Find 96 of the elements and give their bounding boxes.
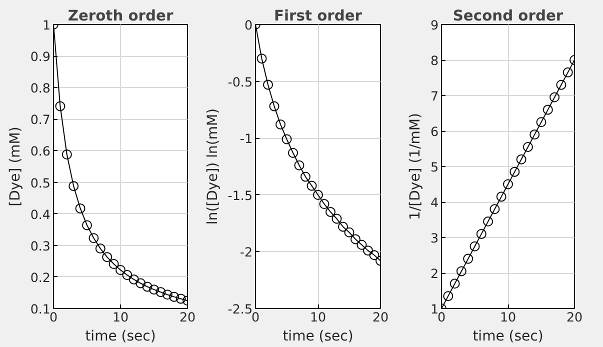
point (256, 54, 267, 64)
point (108, 259, 119, 269)
y-tick-label: 0.2 (30, 270, 51, 285)
point (142, 282, 152, 292)
point (562, 67, 573, 78)
y-tick-label: 3 (430, 230, 439, 246)
point (169, 292, 180, 302)
y-tick-label: 0.6 (30, 144, 51, 159)
chart-title: First order (274, 8, 363, 24)
x-axis-title: time (sec) (85, 328, 156, 344)
y-tick-label: 5 (430, 160, 439, 174)
point (75, 203, 86, 214)
x-tick-label: 10 (500, 310, 516, 324)
point (294, 160, 304, 170)
point (88, 233, 99, 244)
point (55, 101, 66, 112)
point (503, 179, 513, 190)
point (463, 254, 474, 264)
point (128, 274, 139, 284)
y-tick-label: 1 (430, 302, 439, 316)
y-tick-label: 1 (42, 18, 51, 32)
point (326, 206, 336, 217)
point (319, 198, 330, 209)
chart-title: Zeroth order (68, 8, 174, 24)
point (470, 241, 480, 252)
y-tick-label: 4 (430, 195, 439, 210)
y-tick-label: 0.4 (30, 206, 51, 222)
y-tick-label: 0 (244, 18, 253, 32)
point (102, 252, 112, 262)
point (496, 192, 506, 202)
chart-title: Second order (452, 8, 564, 24)
point (450, 278, 460, 289)
point (350, 234, 360, 244)
point (68, 181, 79, 192)
point (116, 265, 126, 275)
point (263, 80, 273, 90)
point (282, 134, 292, 144)
y-tick-label: 0.7 (30, 112, 51, 128)
y-tick-label: 7 (430, 88, 439, 104)
x-tick-label: 10 (310, 310, 326, 324)
point (556, 80, 566, 90)
y-tick-label: 0.5 (30, 175, 51, 190)
point (483, 216, 494, 227)
y-tick-label: 9 (430, 18, 439, 32)
point (149, 284, 159, 295)
point (62, 150, 72, 160)
point (332, 214, 342, 224)
x-axis-title: time (sec) (282, 328, 354, 344)
point (82, 220, 92, 230)
y-axis-title: 1/[Dye] (1/mM) (407, 113, 424, 220)
point (369, 250, 380, 260)
point (356, 240, 367, 250)
x-tick-label: 10 (112, 310, 129, 324)
point (276, 119, 286, 130)
y-tick-label: -2 (240, 244, 253, 260)
point (162, 290, 172, 300)
y-axis-title: ln([Dye]) ln(mM) (204, 108, 221, 225)
point (269, 101, 280, 112)
x-axis-title: time (sec) (472, 328, 544, 344)
point (516, 154, 526, 164)
point (443, 291, 454, 302)
point (363, 246, 373, 256)
point (300, 172, 310, 182)
y-tick-label: -1.5 (228, 188, 253, 203)
y-tick-label: -2.5 (228, 302, 253, 316)
point (338, 222, 348, 232)
point (136, 278, 146, 288)
y-tick-label: -1 (240, 131, 253, 146)
point (156, 287, 166, 298)
point (530, 130, 540, 140)
point (550, 92, 560, 102)
y-tick-label: 8 (430, 53, 439, 68)
point (510, 166, 520, 177)
point (490, 204, 500, 214)
point (344, 227, 354, 238)
point (542, 104, 553, 115)
point (122, 270, 132, 280)
point (313, 190, 323, 200)
point (288, 148, 298, 158)
point (95, 244, 106, 254)
y-tick-label: 6 (430, 124, 439, 139)
point (456, 266, 466, 276)
y-tick-label: 0.9 (30, 49, 51, 64)
point (306, 180, 317, 191)
point (476, 228, 486, 239)
y-tick-label: 0.8 (30, 80, 51, 96)
x-tick-label: 20 (179, 310, 196, 324)
y-axis-title: [Dye] (mM) (7, 126, 24, 206)
x-tick-label: 20 (372, 310, 389, 324)
point (536, 117, 546, 128)
x-tick-label: 20 (566, 310, 583, 324)
y-tick-label: -0.5 (228, 74, 253, 90)
y-tick-label: 2 (430, 266, 439, 281)
point (522, 142, 533, 152)
y-tick-label: 0.1 (30, 302, 51, 316)
y-tick-label: 0.3 (30, 238, 51, 254)
